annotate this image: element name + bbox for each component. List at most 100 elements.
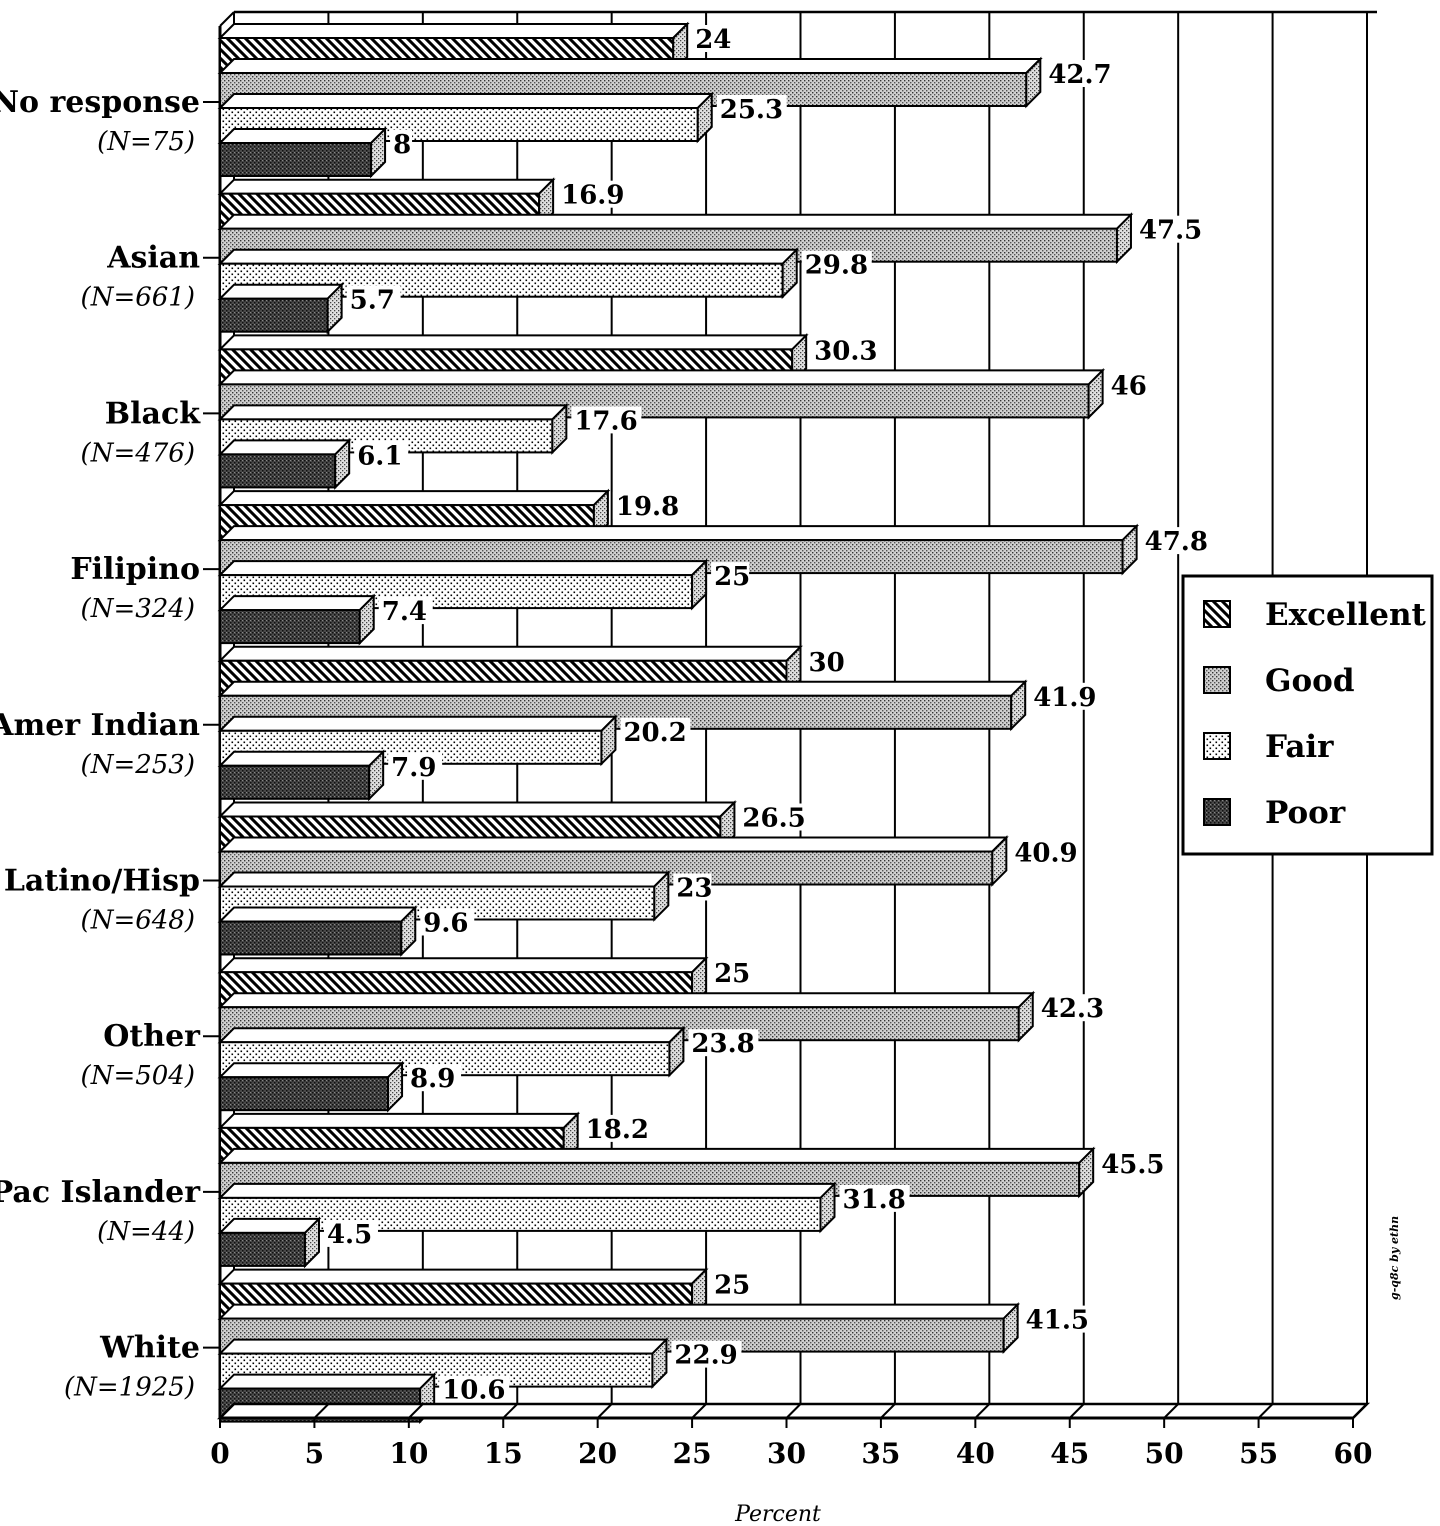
- bar: [219, 764, 371, 800]
- bar-top-face: [217, 957, 709, 974]
- bar-end-face: [1025, 56, 1042, 109]
- bar-end-face: [303, 1216, 320, 1269]
- bar-top-face: [217, 23, 690, 39]
- bar-top-face: [217, 1373, 437, 1390]
- x-tick-label: 60: [1334, 1437, 1373, 1470]
- bar-top-face: [217, 1147, 1096, 1164]
- value-label-bg: [612, 492, 683, 520]
- category-n-label: (N=648): [81, 906, 195, 936]
- bar-end-face: [1010, 679, 1027, 732]
- bar-top-face: [217, 58, 1043, 74]
- category-label: Latino/Hisp: [4, 864, 200, 899]
- bar-end-face: [370, 126, 387, 179]
- bar-top-face: [217, 283, 345, 300]
- value-label-bg: [420, 908, 475, 936]
- value-label: 25: [714, 959, 750, 989]
- value-label: 20.2: [623, 718, 686, 748]
- value-label: 25.3: [720, 95, 783, 125]
- legend-label: Good: [1265, 663, 1355, 699]
- value-label-bg: [801, 250, 872, 278]
- category-n-label: (N=504): [81, 1061, 195, 1091]
- value-label: 6.1: [357, 441, 402, 471]
- bar-top-face: [217, 178, 556, 195]
- value-label-bg: [582, 1114, 653, 1142]
- category-n-label: (N=661): [81, 283, 195, 313]
- value-label: 5.7: [350, 286, 395, 316]
- value-label: 30.3: [814, 336, 877, 366]
- value-label-bg: [673, 873, 712, 901]
- legend-label: Poor: [1265, 795, 1346, 831]
- bar-end-face: [334, 437, 351, 490]
- bar-end-face: [1087, 367, 1104, 420]
- bar-top-face: [217, 248, 800, 265]
- bar-top-face: [217, 490, 611, 507]
- bars: [217, 21, 1140, 1425]
- value-label: 9.6: [423, 909, 468, 939]
- floor-tick: [502, 1403, 518, 1419]
- legend-swatch: [1203, 732, 1231, 760]
- value-label: 41.5: [1026, 1306, 1089, 1336]
- category-n-label: (N=75): [97, 127, 195, 157]
- bar-end-face: [400, 905, 417, 957]
- value-label-bg: [711, 959, 750, 987]
- legend-label: Excellent: [1265, 597, 1427, 633]
- x-tick-label: 30: [767, 1437, 806, 1470]
- value-label-bg: [571, 406, 642, 434]
- bar-end-face: [1002, 1302, 1019, 1355]
- bar-top-face: [217, 334, 809, 351]
- value-label-bg: [407, 1064, 462, 1092]
- bar: [219, 1076, 390, 1112]
- bar-top-face: [217, 836, 1009, 853]
- value-label: 26.5: [742, 804, 805, 834]
- floor-tick: [1163, 1403, 1179, 1419]
- bar: [219, 920, 403, 956]
- value-label: 8.9: [410, 1064, 455, 1094]
- value-label: 47.8: [1145, 527, 1208, 557]
- bar-top-face: [217, 93, 715, 109]
- value-labels: 24 42.7 25.3 8 16.9 47.5 29.8 5.7 30.3 46 17.6 6.1 1…: [323, 25, 1212, 1406]
- x-tick-label: 0: [210, 1437, 229, 1470]
- value-label: 7.4: [382, 597, 427, 627]
- x-tick-label: 5: [305, 1437, 324, 1470]
- value-label: 10.6: [442, 1376, 505, 1406]
- value-label: 42.3: [1041, 994, 1104, 1024]
- value-label-bg: [1037, 994, 1108, 1022]
- floor-tick: [1257, 1403, 1274, 1419]
- value-label-bg: [692, 25, 731, 52]
- bar-top-face: [217, 128, 388, 144]
- bar-end-face: [387, 1060, 404, 1113]
- legend-label: Fair: [1265, 729, 1334, 765]
- value-label: 8: [393, 130, 411, 160]
- bar-end-face: [691, 558, 708, 611]
- bar-top-face: [217, 369, 1106, 386]
- bar-top-face: [217, 1217, 322, 1234]
- bar-top-face: [217, 560, 709, 577]
- bar: [219, 1231, 306, 1267]
- category-labels: No response (N=75) Asian (N=661) Black (N=476…: [0, 85, 220, 1403]
- bar-end-face: [991, 835, 1008, 887]
- bar-top-face: [217, 1182, 837, 1199]
- value-label: 24: [695, 25, 731, 55]
- value-label: 23: [676, 874, 712, 904]
- bar-top-face: [217, 439, 352, 456]
- floor-tick: [1069, 1403, 1085, 1419]
- x-axis: 0 5 10 15 20 25 30 35 40 45 50 55 60: [210, 1402, 1373, 1470]
- value-label-bg: [711, 562, 750, 590]
- value-label: 47.5: [1139, 216, 1202, 246]
- value-label-bg: [354, 441, 409, 469]
- value-label: 16.9: [561, 181, 624, 211]
- bar-end-face: [551, 402, 568, 455]
- value-label-bg: [811, 336, 882, 364]
- value-label-bg: [1135, 215, 1206, 243]
- value-label: 46: [1111, 371, 1147, 401]
- value-label-bg: [378, 597, 433, 625]
- value-label: 41.9: [1033, 683, 1096, 713]
- floor-tick: [1352, 1403, 1368, 1419]
- value-label-bg: [805, 647, 844, 675]
- category-label: Other: [103, 1019, 201, 1054]
- value-label-bg: [839, 1184, 910, 1212]
- value-label-bg: [1107, 371, 1146, 399]
- category-label: Pac Islander: [0, 1175, 201, 1210]
- value-label: 18.2: [586, 1115, 649, 1145]
